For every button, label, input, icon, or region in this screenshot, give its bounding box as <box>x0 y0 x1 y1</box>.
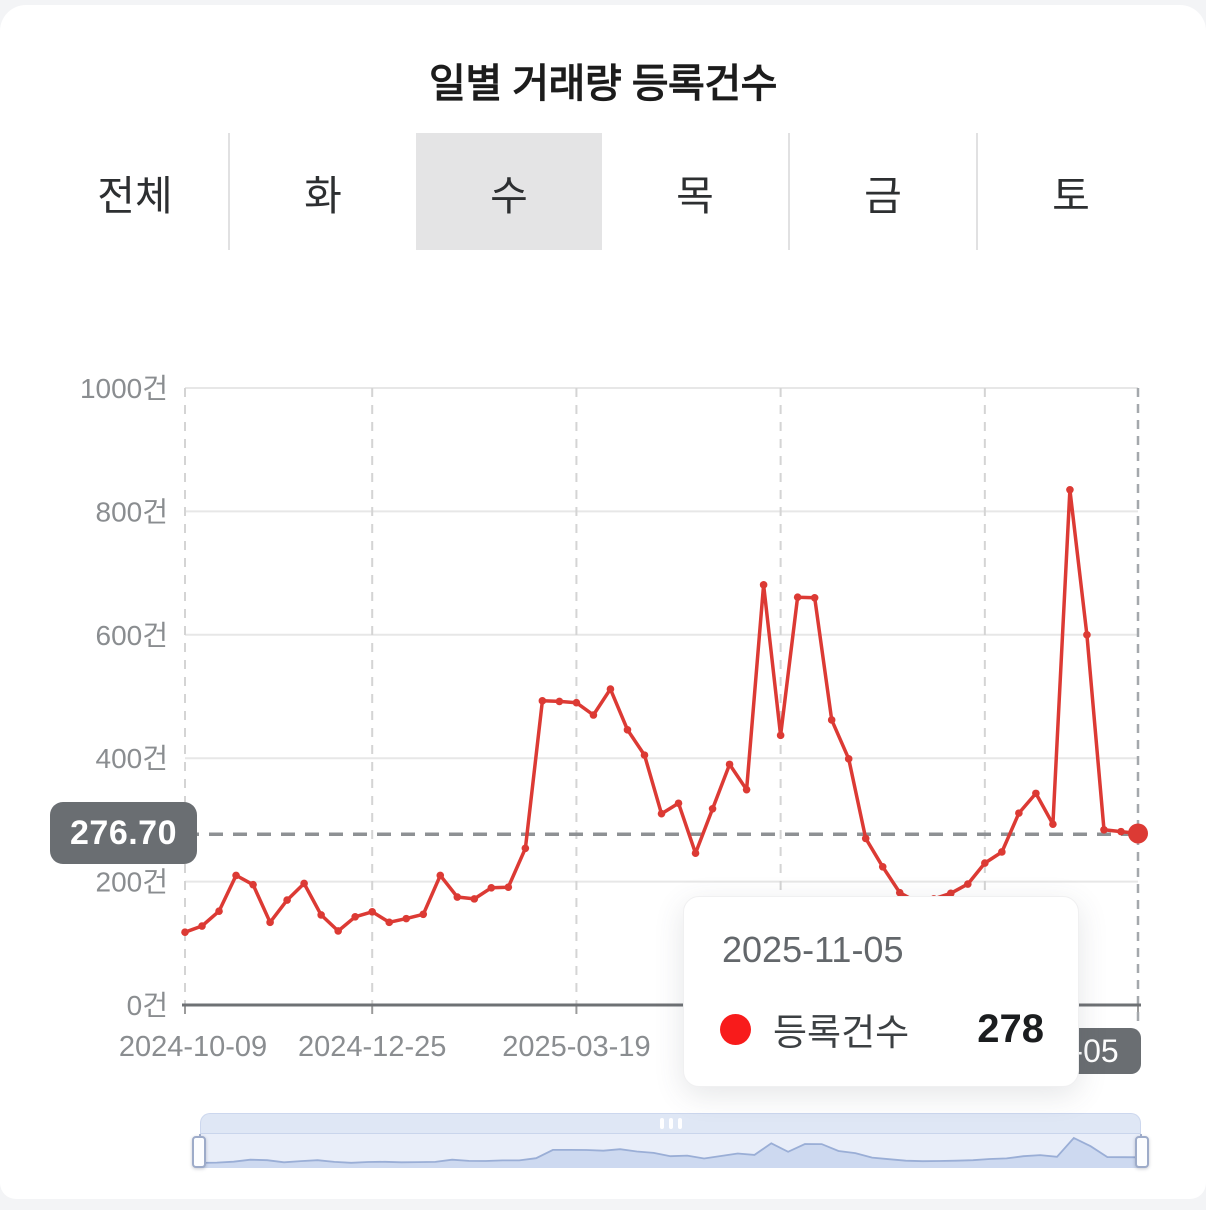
data-point-marker <box>402 914 411 923</box>
data-point-marker <box>691 849 700 858</box>
data-point-marker <box>793 593 802 601</box>
data-point-marker <box>368 908 376 916</box>
data-point-marker <box>521 844 530 853</box>
current-point-marker <box>1128 823 1148 844</box>
data-point-marker <box>674 799 683 808</box>
tab-divider <box>228 133 230 250</box>
data-point-marker <box>708 804 717 813</box>
y-axis-label: 200건 <box>96 867 168 898</box>
data-point-marker <box>436 871 445 880</box>
data-point-marker <box>1100 825 1108 834</box>
data-point-marker <box>351 912 359 921</box>
slider-move-handle[interactable] <box>200 1113 1141 1134</box>
data-point-marker <box>1083 631 1091 639</box>
tab-wed[interactable]: 수 <box>416 133 602 250</box>
page-title: 일별 거래량 등록건수 <box>429 62 777 106</box>
data-zoom-slider[interactable] <box>192 1113 1149 1168</box>
slider-left-handle[interactable] <box>192 1136 206 1168</box>
data-point-marker <box>589 711 598 719</box>
data-point-marker <box>419 910 428 919</box>
data-point-marker <box>181 928 189 936</box>
data-point-marker <box>1117 827 1125 836</box>
tab-divider <box>788 133 790 250</box>
data-point-marker <box>1066 486 1074 494</box>
data-point-marker <box>538 697 547 705</box>
data-point-marker <box>555 697 564 706</box>
x-axis-label: 2024-10-09 <box>119 1031 267 1063</box>
data-point-marker <box>283 896 291 904</box>
data-point-marker <box>385 918 394 927</box>
tab-fri[interactable]: 금 <box>864 172 902 219</box>
data-point-marker <box>1015 809 1023 817</box>
slider-right-handle[interactable] <box>1135 1136 1149 1168</box>
data-point-marker <box>878 862 887 871</box>
data-point-marker <box>742 785 751 794</box>
y-axis-label: 0건 <box>127 990 168 1021</box>
data-point-marker <box>981 859 989 867</box>
tab-tue[interactable]: 화 <box>304 172 342 219</box>
day-filter-tabs: 전체 화 수 목 금 토 <box>42 133 1164 250</box>
data-point-marker <box>198 922 206 930</box>
slider-area-shape <box>200 1138 1141 1168</box>
data-point-marker <box>300 879 308 888</box>
data-point-marker <box>827 716 836 724</box>
data-point-marker <box>317 911 325 919</box>
data-point-marker <box>725 760 734 769</box>
tooltip-series-row: 등록건수 278 <box>720 1002 1044 1056</box>
data-point-marker <box>1032 789 1040 798</box>
chart-card: 일별 거래량 등록건수 전체 화 수 목 금 토 0건 200건 400건 600건 800건 10… <box>0 5 1206 1199</box>
data-point-marker <box>470 895 479 903</box>
data-point-marker <box>232 871 240 880</box>
y-axis-label: 800건 <box>96 496 168 527</box>
data-point-marker <box>964 880 972 888</box>
y-axis-label: 1000건 <box>80 373 168 404</box>
data-point-marker <box>623 726 632 734</box>
grip-icon <box>659 1118 664 1129</box>
tooltip-series-value: 278 <box>977 1006 1044 1051</box>
grip-icon <box>668 1118 673 1129</box>
chart-tooltip: 2025-11-05 등록건수 278 <box>683 896 1079 1087</box>
data-point-marker <box>998 848 1006 856</box>
tab-thu[interactable]: 목 <box>676 172 714 219</box>
data-point-marker <box>776 731 785 740</box>
x-axis-label: 2025-03-19 <box>502 1031 650 1063</box>
data-point-marker <box>606 685 615 693</box>
slider-mini-chart <box>200 1136 1141 1168</box>
data-point-marker <box>810 593 819 602</box>
tab-divider <box>976 133 978 250</box>
data-point-marker <box>249 880 257 889</box>
data-point-marker <box>572 698 581 707</box>
data-point-marker <box>215 907 223 916</box>
tooltip-series-label: 등록건수 <box>773 1012 910 1053</box>
data-point-marker <box>453 893 462 901</box>
data-point-marker <box>334 927 342 935</box>
data-point-marker <box>504 883 513 891</box>
data-point-marker <box>861 834 870 843</box>
average-value-badge: 276.70 <box>50 802 197 864</box>
data-point-marker <box>640 751 649 759</box>
tooltip-date: 2025-11-05 <box>722 929 904 970</box>
slider-line-shape <box>200 1136 1141 1164</box>
y-axis-label: 400건 <box>96 743 168 774</box>
data-point-marker <box>759 581 768 589</box>
grip-icon <box>677 1118 682 1129</box>
data-point-marker <box>844 755 853 763</box>
data-point-marker <box>1049 820 1057 829</box>
series-line <box>183 488 1140 934</box>
tab-sat[interactable]: 토 <box>1052 172 1090 219</box>
data-point-marker <box>657 809 666 818</box>
data-point-marker <box>266 918 274 927</box>
series-legend-dot-icon <box>720 1013 751 1045</box>
tab-all[interactable]: 전체 <box>97 172 173 219</box>
y-axis-label: 600건 <box>96 620 168 651</box>
x-axis-label: 2024-12-25 <box>298 1031 446 1063</box>
data-point-marker <box>487 883 496 892</box>
